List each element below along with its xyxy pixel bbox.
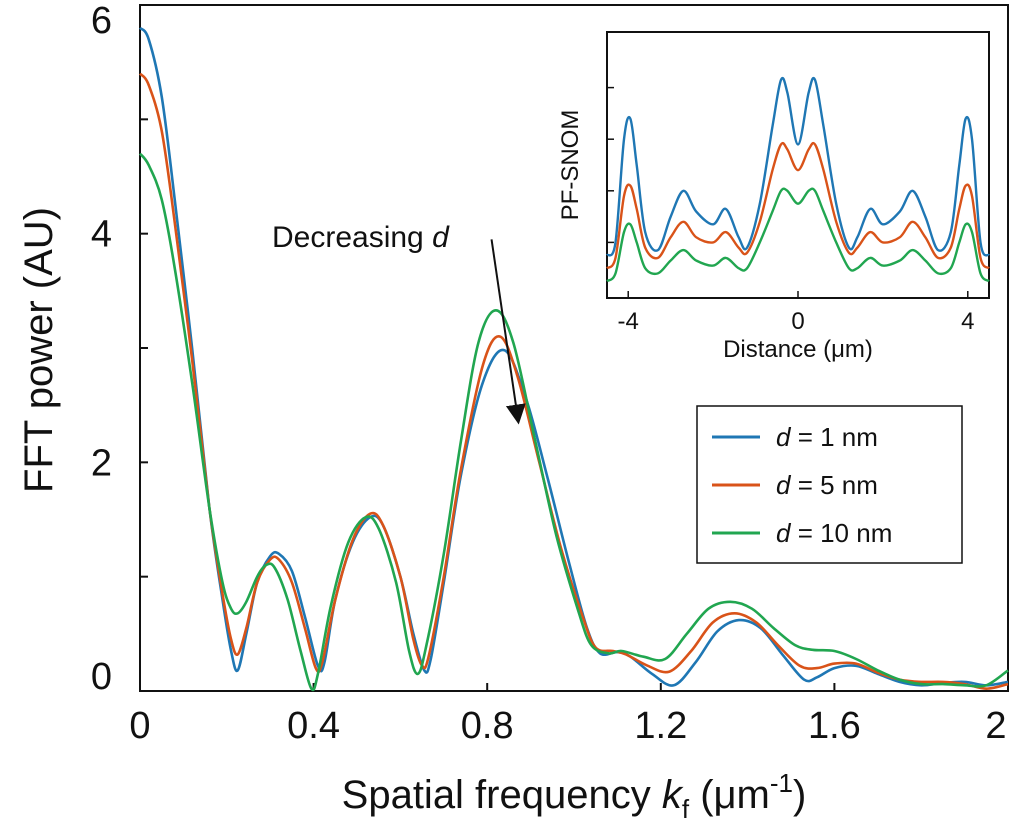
annotation-text: Decreasing d <box>272 221 450 254</box>
inset-x-tick-label: 4 <box>961 308 974 335</box>
series-line-2 <box>138 72 1009 690</box>
annotation-arrow-line <box>490 239 526 425</box>
legend-var-2: d <box>776 470 792 500</box>
x-tick-label: 2 <box>985 705 1006 747</box>
y-tick-label: 6 <box>91 0 112 42</box>
inset-series-line-1 <box>606 76 990 257</box>
x-tick-label: 0.4 <box>287 705 340 747</box>
y-axis-title: FFT power (AU) <box>17 207 61 493</box>
legend-text-1: = 1 nm <box>790 422 877 452</box>
x-axis-title-main: Spatial frequency <box>342 773 662 817</box>
x-tick-label: 0.8 <box>461 705 514 747</box>
x-tick-label: 0 <box>129 705 150 747</box>
series-line-3 <box>138 152 1009 692</box>
legend-label-2: d = 5 nm <box>776 470 878 500</box>
inset-x-axis-title: Distance (μm) <box>723 336 873 363</box>
legend-label-1: d = 1 nm <box>776 422 878 452</box>
x-tick-label: 1.6 <box>808 705 861 747</box>
legend-var-3: d <box>776 518 792 548</box>
inset-y-axis-title: PF-SNOM <box>557 110 584 221</box>
legend-var-1: d <box>776 422 792 452</box>
inset-x-tick-label: 0 <box>791 308 804 335</box>
x-tick-label: 1.2 <box>634 705 687 747</box>
y-tick-label: 0 <box>91 656 112 698</box>
legend-entry-1: d = 1 nm <box>712 422 878 452</box>
y-tick-label: 4 <box>91 214 112 256</box>
main-axis-ticks: 0 0.4 0.8 1.2 1.6 2 0 2 4 6 <box>91 0 1009 747</box>
main-series-lines <box>138 26 1009 692</box>
legend-entry-2: d = 5 nm <box>712 470 878 500</box>
inset-series-line-3 <box>606 187 990 283</box>
inset-axis-ticks: -4 0 4 <box>607 86 974 335</box>
x-axis-title: Spatial frequency kf (μm-1) <box>342 768 807 824</box>
inset-x-tick-label: -4 <box>618 308 639 335</box>
inset-plot-frame <box>606 31 990 299</box>
x-axis-title-sup: -1 <box>770 768 793 798</box>
annotation-label: Decreasing <box>272 221 432 254</box>
legend-entry-3: d = 10 nm <box>712 518 892 548</box>
annotation-var: d <box>432 221 450 254</box>
inset-series-line-2 <box>606 141 990 270</box>
x-axis-title-var: k <box>662 773 684 817</box>
x-axis-title-sub: f <box>682 794 690 824</box>
legend-text-3: = 10 nm <box>790 518 892 548</box>
inset-series-lines <box>606 76 990 283</box>
annotation-arrow <box>490 239 526 425</box>
x-axis-title-unit-open: (μm <box>689 773 770 817</box>
legend-label-3: d = 10 nm <box>776 518 892 548</box>
x-axis-title-unit-close: ) <box>793 773 806 817</box>
legend-text-2: = 5 nm <box>790 470 877 500</box>
y-tick-label: 2 <box>91 442 112 484</box>
